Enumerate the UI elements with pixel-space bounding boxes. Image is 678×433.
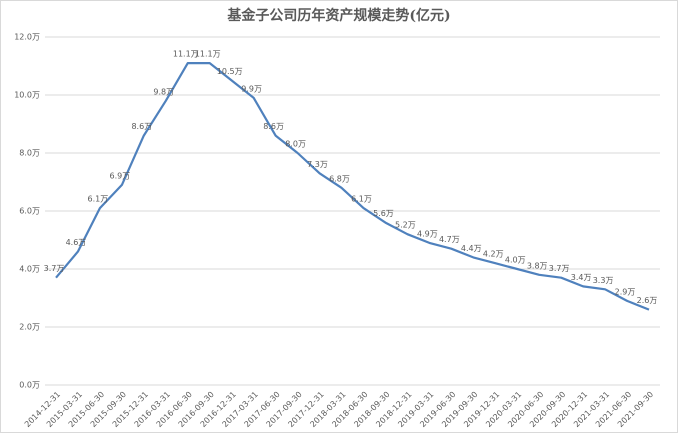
data-label: 9.8万: [153, 87, 174, 96]
data-label: 4.6万: [66, 238, 87, 247]
data-label: 3.8万: [527, 261, 548, 270]
data-label: 6.1万: [88, 195, 109, 204]
y-tick-label: 6.0万: [19, 207, 40, 216]
data-label: 3.3万: [593, 276, 614, 285]
data-label: 4.9万: [417, 229, 438, 238]
data-label: 2.9万: [615, 287, 636, 296]
y-tick-label: 10.0万: [14, 91, 40, 100]
data-label: 2.6万: [637, 296, 658, 305]
data-label: 5.6万: [373, 209, 394, 218]
data-label: 8.0万: [285, 140, 306, 149]
y-tick-label: 0.0万: [19, 381, 40, 390]
data-label: 3.4万: [571, 273, 592, 282]
data-label: 8.6万: [263, 122, 284, 131]
data-label: 3.7万: [44, 264, 65, 273]
data-label: 7.3万: [307, 160, 328, 169]
data-label: 3.7万: [549, 264, 570, 273]
y-tick-label: 2.0万: [19, 323, 40, 332]
data-label: 6.1万: [351, 195, 372, 204]
data-label: 4.7万: [439, 235, 460, 244]
data-label: 4.2万: [483, 250, 504, 259]
data-label: 4.4万: [461, 244, 482, 253]
data-line: [55, 61, 650, 311]
data-label: 4.0万: [505, 256, 526, 265]
data-label: 11.1万: [195, 50, 221, 59]
y-tick-label: 8.0万: [19, 149, 40, 158]
data-label: 6.8万: [329, 174, 350, 183]
data-label: 10.5万: [217, 67, 243, 76]
data-label: 5.2万: [395, 221, 416, 230]
data-label: 11.1万: [173, 50, 199, 59]
y-tick-label: 12.0万: [14, 33, 40, 42]
chart-title: 基金子公司历年资产规模走势(亿元): [227, 7, 450, 24]
data-label: 9.9万: [241, 84, 262, 93]
data-label: 8.6万: [131, 122, 152, 131]
data-label: 6.9万: [110, 171, 131, 180]
y-tick-label: 4.0万: [19, 265, 40, 274]
